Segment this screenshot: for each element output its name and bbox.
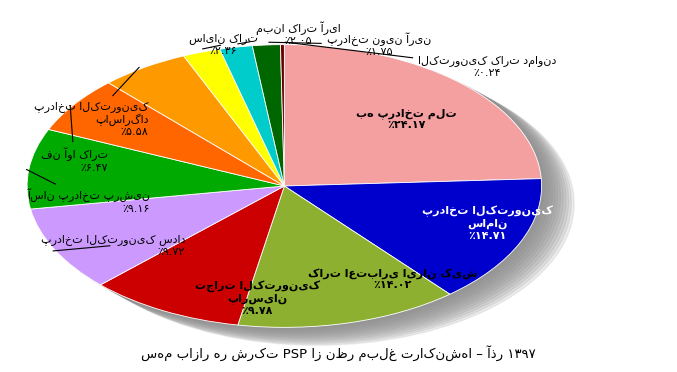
Text: الکترونیک کارت دماوند
٪۰.۲۴: الکترونیک کارت دماوند ٪۰.۲۴ (285, 42, 556, 78)
Wedge shape (27, 129, 284, 209)
Wedge shape (183, 49, 284, 186)
Text: فن آوا کارت
٪۶.۴۷: فن آوا کارت ٪۶.۴۷ (41, 106, 108, 173)
Wedge shape (238, 186, 450, 327)
Text: پرداخت الکترونیک
پاسارگاد
٪۵.۵۸: پرداخت الکترونیک پاسارگاد ٪۵.۵۸ (34, 67, 148, 138)
Circle shape (51, 58, 566, 341)
Circle shape (46, 55, 561, 338)
Wedge shape (30, 186, 284, 285)
Circle shape (43, 54, 558, 336)
Wedge shape (100, 186, 284, 325)
Circle shape (49, 57, 563, 339)
Text: تجارت الکترونیک
پارسیان
٪۹.۷۸: تجارت الکترونیک پارسیان ٪۹.۷۸ (195, 280, 320, 315)
Wedge shape (49, 83, 284, 186)
Wedge shape (253, 45, 284, 186)
Circle shape (60, 62, 574, 345)
Text: سایان کارت
٪۲.۳۶: سایان کارت ٪۲.۳۶ (189, 33, 258, 56)
Circle shape (30, 46, 544, 329)
Wedge shape (284, 45, 541, 186)
Text: آسان پرداخت پرشین
٪۹.۱۶: آسان پرداخت پرشین ٪۹.۱۶ (26, 169, 150, 214)
Text: به پرداخت ملت
٪۲۴.۱۷: به پرداخت ملت ٪۲۴.۱۷ (356, 108, 456, 130)
Circle shape (35, 49, 550, 332)
Text: پرداخت الکترونیک
سامان
٪۱۴.۷۱: پرداخت الکترونیک سامان ٪۱۴.۷۱ (422, 206, 553, 241)
Circle shape (41, 52, 555, 335)
Text: سهم بازار هر شرکت PSP از نظر مبلغ تراکنش‌ها – آذر ۱۳۹۷: سهم بازار هر شرکت PSP از نظر مبلغ تراکنش… (141, 345, 536, 361)
Text: مبنا کارت آریا
٪۲.۰۵: مبنا کارت آریا ٪۲.۰۵ (238, 21, 341, 46)
Wedge shape (280, 45, 284, 186)
Wedge shape (220, 46, 284, 186)
Circle shape (32, 48, 547, 330)
Wedge shape (108, 56, 284, 186)
Text: پرداخت الکترونیک سداد
٪۹.۷۲: پرداخت الکترونیک سداد ٪۹.۷۲ (41, 234, 185, 257)
Text: پرداخت نوین آرین
٪۱.۷۵: پرداخت نوین آرین ٪۱.۷۵ (269, 32, 431, 57)
Wedge shape (284, 179, 542, 294)
Text: کارت اعتباری ایران کیش
٪۱۴.۰۲: کارت اعتباری ایران کیش ٪۱۴.۰۲ (308, 268, 477, 290)
Circle shape (38, 51, 552, 333)
Circle shape (54, 60, 569, 342)
Circle shape (57, 61, 571, 344)
